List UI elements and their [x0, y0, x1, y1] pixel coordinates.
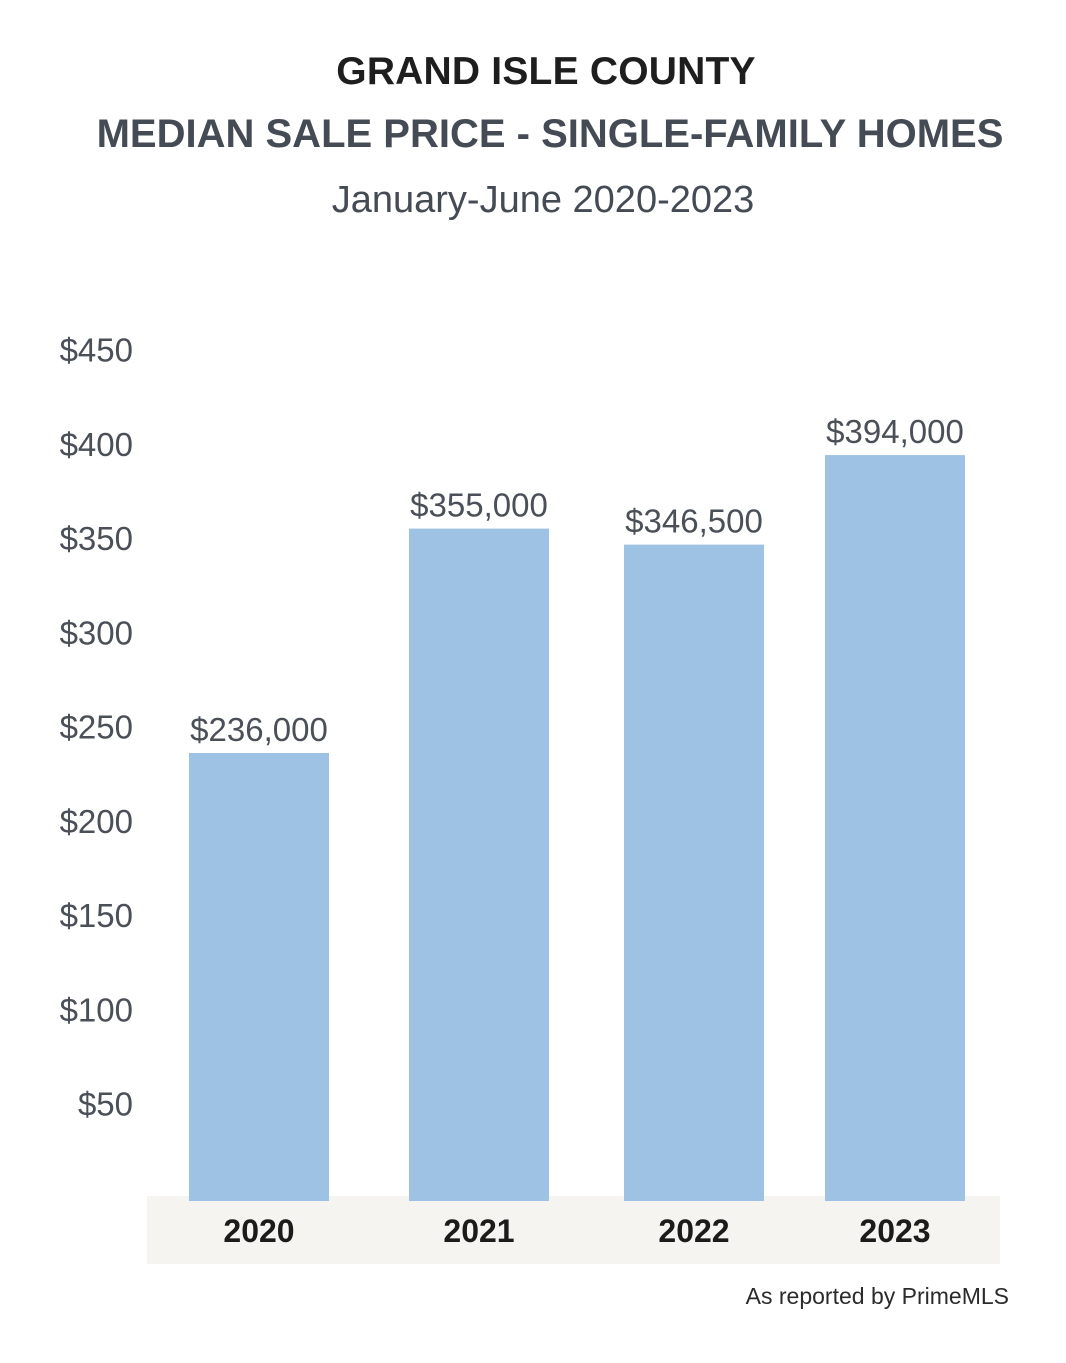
y-tick-label: $150 [60, 897, 133, 934]
x-tick-label-2022: 2022 [658, 1213, 729, 1249]
data-label-2021: $355,000 [410, 487, 548, 524]
x-tick-label-2021: 2021 [443, 1213, 514, 1249]
data-label-2023: $394,000 [826, 413, 964, 450]
bars [189, 455, 965, 1201]
x-tick-label-2023: 2023 [859, 1213, 930, 1249]
y-tick-label: $350 [60, 520, 133, 557]
y-tick-label: $400 [60, 426, 133, 463]
y-tick-label: $50 [78, 1086, 133, 1123]
source-note: As reported by PrimeMLS [745, 1283, 1009, 1309]
data-label-2022: $346,500 [625, 503, 763, 540]
bar-2020 [189, 752, 329, 1201]
y-tick-label: $200 [60, 803, 133, 840]
y-tick-label: $300 [60, 614, 133, 651]
chart-title-line2: MEDIAN SALE PRICE - SINGLE-FAMILY HOMES [96, 112, 1004, 156]
x-axis-band [147, 1196, 1000, 1264]
y-tick-label: $450 [60, 331, 133, 368]
x-axis-labels: 2020 2021 2022 2023 [223, 1213, 930, 1249]
data-label-2020: $236,000 [190, 711, 328, 748]
chart-subtitle: January-June 2020-2023 [331, 179, 755, 221]
chart-title: GRAND ISLE COUNTY [336, 50, 756, 93]
data-labels: $236,000 $355,000 $346,500 $394,000 [190, 413, 964, 748]
bar-2023 [825, 455, 965, 1201]
y-axis-ticks: $50 $100 $150 $200 $250 $300 $350 $400 $450 [60, 331, 133, 1122]
y-tick-label: $250 [60, 709, 133, 746]
bar-2022 [624, 544, 764, 1201]
x-tick-label-2020: 2020 [223, 1213, 294, 1249]
y-tick-label: $100 [60, 991, 133, 1028]
bar-2021 [409, 528, 549, 1201]
